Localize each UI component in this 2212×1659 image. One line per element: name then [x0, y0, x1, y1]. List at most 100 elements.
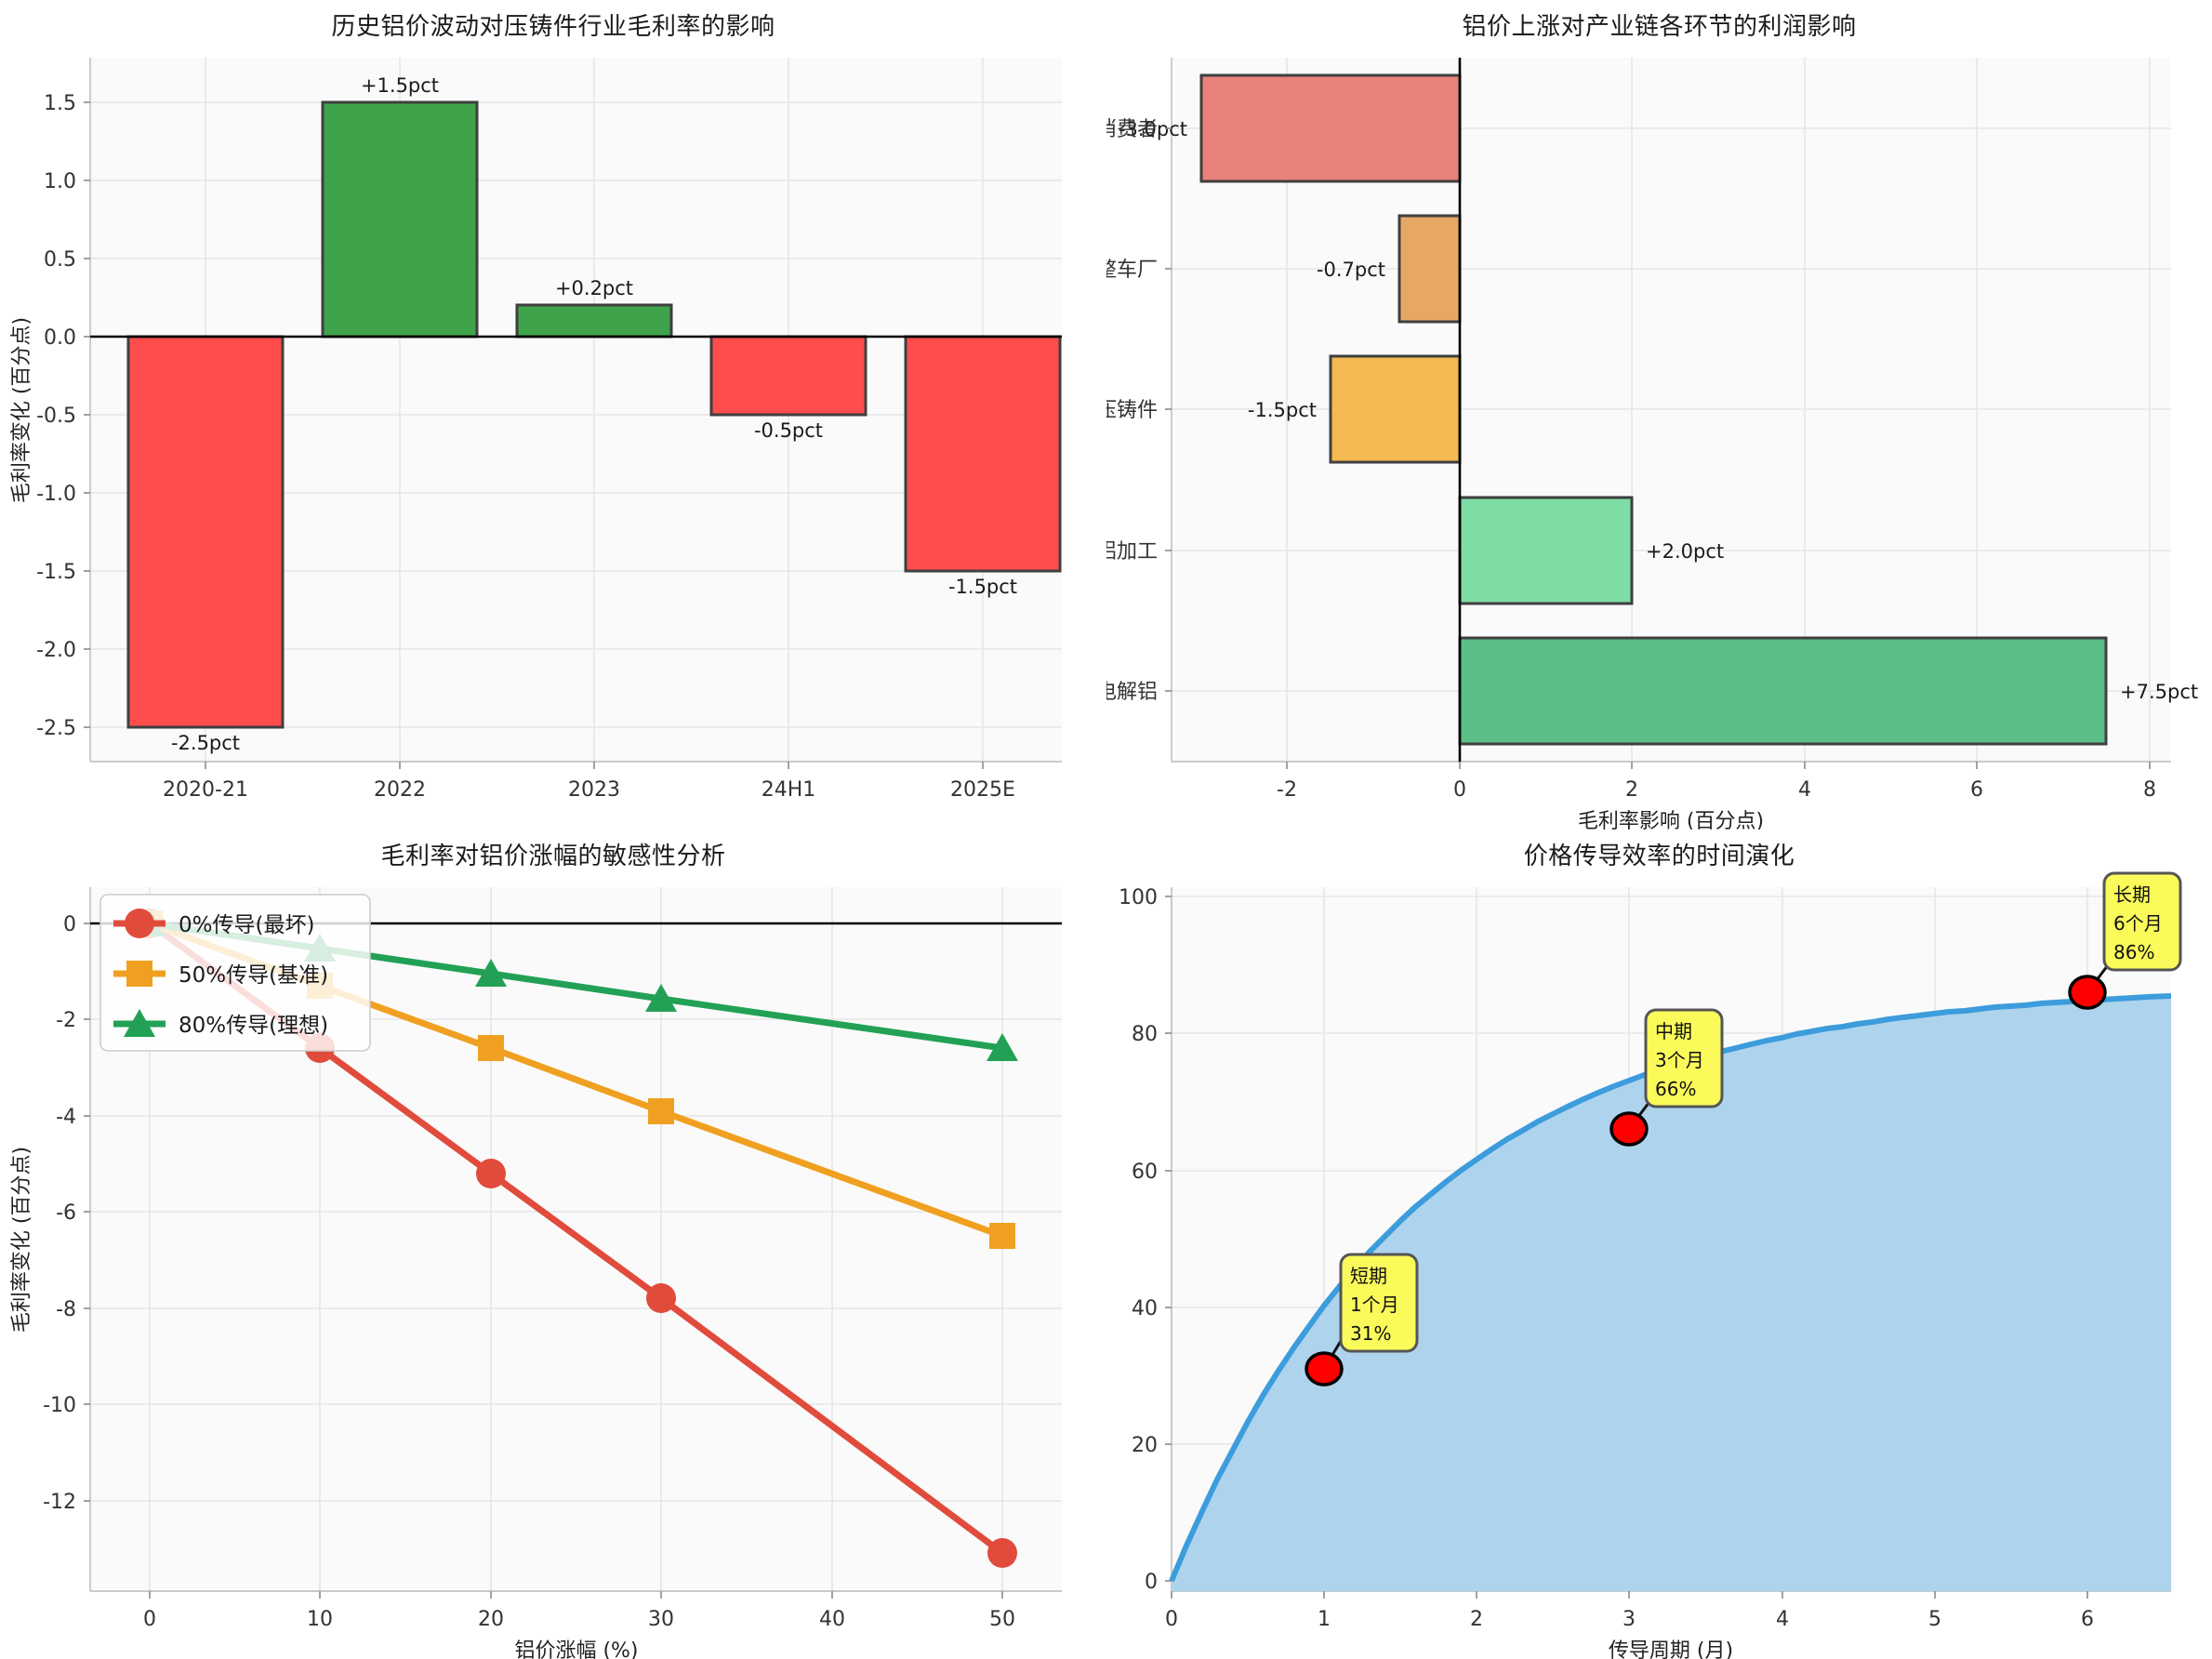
ytick-整车厂: 整车厂: [1106, 259, 1158, 282]
y-axis-ticks-4: 0 20 40 60 80 100: [1119, 886, 1172, 1594]
legend-marker-50pct: [126, 961, 152, 987]
legend-label-80pct: 80%传导(理想): [179, 1014, 328, 1038]
bar-2022: [321, 100, 479, 338]
ytick3-4: -8: [56, 1298, 76, 1321]
ytick-电解铝: 电解铝: [1106, 681, 1158, 704]
ytick4-60: 60: [1132, 1161, 1158, 1184]
ytick4-100: 100: [1119, 886, 1158, 909]
xtick3-0: 0: [143, 1608, 156, 1631]
ytick-8: -2.0: [36, 639, 76, 662]
xtick-n2: -2: [1277, 778, 1297, 802]
bar-24H1: [709, 335, 868, 417]
annotation-long: 长期 6个月 86%: [2102, 871, 2182, 972]
x-axis-title-value-chain: 毛利率影响 (百分点): [1578, 810, 1764, 830]
xtick-8: 8: [2143, 778, 2156, 802]
marker-point-short: [1305, 1351, 1344, 1387]
annotation-short: 短期 1个月 31%: [1339, 1253, 1419, 1353]
bar-2025E: [904, 335, 1062, 573]
hbar-电解铝: [1458, 636, 2108, 746]
xtick4-4: 4: [1776, 1608, 1789, 1631]
bar-label-2025E: -1.5pct: [948, 576, 1017, 598]
ytick3-5: -10: [43, 1394, 76, 1417]
bar-label-2022: +1.5pct: [361, 74, 439, 97]
hbar-label-消费者: -3.0pct: [1119, 118, 1187, 140]
x-axis-ticks: 2020-21 2022 2023 24H1 2025E: [163, 762, 1015, 802]
ytick4-20: 20: [1132, 1434, 1158, 1457]
hbar-消费者: [1199, 73, 1462, 183]
bar-label-2023: +0.2pct: [555, 277, 633, 299]
anno-long-line2: 6个月: [2113, 912, 2163, 935]
x-axis-ticks-2: -2 0 2 4 6 8: [1277, 762, 2156, 802]
ytick-1: 1.5: [44, 92, 76, 115]
chart-svg-sensitivity: 0%传导(最坏) 50%传导(基准) 80%传导(理想) 0: [10, 887, 1062, 1659]
xtick4-5: 5: [1928, 1608, 1941, 1631]
anno-long-line3: 86%: [2113, 941, 2154, 963]
legend-box: [99, 894, 371, 1052]
y-axis-title-sensitivity: 毛利率变化 (百分点): [10, 1147, 33, 1333]
xtick4-2: 2: [1470, 1608, 1483, 1631]
chart-svg-transmission: 短期 1个月 31% 中期 3个月 66% 长期 6个月 86%: [1119, 871, 2182, 1659]
chart-title-transmission: 价格传导效率的时间演化: [1523, 843, 1795, 870]
hbar-压铸件: [1329, 354, 1462, 464]
hbar-整车厂: [1397, 214, 1462, 324]
xtick-2023: 2023: [568, 778, 620, 802]
panel-transmission: 价格传导效率的时间演化: [1106, 830, 2212, 1659]
ytick-9: -2.5: [36, 717, 76, 740]
xtick-2025E: 2025E: [950, 778, 1015, 802]
legend-sensitivity[interactable]: 0%传导(最坏) 50%传导(基准) 80%传导(理想): [99, 894, 371, 1052]
hbar-铝加工: [1458, 496, 1634, 605]
x-axis-ticks-3: 0 10 20 30 40 50: [143, 1591, 1015, 1631]
legend-marker-80pct: [124, 1009, 155, 1037]
ytick4-80: 80: [1132, 1023, 1158, 1046]
ytick-3: 0.5: [44, 248, 76, 272]
xtick3-10: 10: [307, 1608, 333, 1631]
ytick-7: -1.5: [36, 561, 76, 584]
y-axis-ticks-3: 0 -2 -4 -6 -8 -10 -12: [43, 913, 90, 1514]
ytick3-1: -2: [56, 1009, 76, 1032]
anno-short-line2: 1个月: [1350, 1294, 1399, 1316]
ytick3-2: -4: [56, 1106, 76, 1129]
panel-value-chain: 铝价上涨对产业链各环节的利润影响: [1106, 0, 2212, 830]
anno-mid-line2: 3个月: [1655, 1049, 1704, 1071]
ytick-2: 1.0: [44, 170, 76, 193]
ytick-铝加工: 铝加工: [1106, 540, 1158, 564]
ytick3-3: -6: [56, 1201, 76, 1225]
ytick-5: -0.5: [36, 405, 76, 428]
xtick4-1: 1: [1318, 1608, 1331, 1631]
x-axis-ticks-4: 0 1 2 3 4 5 6: [1165, 1591, 2094, 1631]
ytick-6: -1.0: [36, 483, 76, 506]
area-fill: [1172, 996, 2171, 1591]
ytick4-0: 0: [1145, 1571, 1158, 1594]
ytick4-40: 40: [1132, 1297, 1158, 1321]
x-axis-title-sensitivity: 铝价涨幅 (%): [514, 1639, 638, 1659]
hbar-label-铝加工: +2.0pct: [1646, 540, 1724, 563]
marker-point-long: [2068, 975, 2107, 1010]
xtick4-3: 3: [1623, 1608, 1636, 1631]
y-axis-title-historical: 毛利率变化 (百分点): [10, 317, 33, 503]
xtick3-30: 30: [648, 1608, 674, 1631]
ytick3-0: 0: [63, 913, 76, 936]
xtick3-20: 20: [478, 1608, 504, 1631]
legend-label-50pct: 50%传导(基准): [179, 963, 328, 988]
bar-2020-21: [126, 335, 285, 729]
y-axis-ticks: 1.5 1.0 0.5 0.0 -0.5 -1.0 -1.5 -2.0 -2.5: [36, 92, 90, 740]
chart-title-value-chain: 铝价上涨对产业链各环节的利润影响: [1462, 13, 1857, 41]
xtick-2022: 2022: [374, 778, 426, 802]
xtick-6: 6: [1970, 778, 1983, 802]
legend-label-0pct: 0%传导(最坏): [179, 913, 314, 937]
xtick3-40: 40: [819, 1608, 845, 1631]
xtick-2020-21: 2020-21: [163, 778, 248, 802]
y-axis-ticks-2: 电解铝 铝加工 压铸件 整车厂 消费者: [1106, 118, 1172, 704]
bar-label-24H1: -0.5pct: [754, 419, 823, 442]
xtick-4: 4: [1798, 778, 1811, 802]
anno-short-line3: 31%: [1350, 1322, 1391, 1345]
hbar-label-压铸件: -1.5pct: [1248, 399, 1317, 421]
anno-short-line1: 短期: [1350, 1265, 1387, 1287]
ytick3-6: -12: [43, 1491, 76, 1514]
xtick3-50: 50: [989, 1608, 1015, 1631]
ytick-压铸件: 压铸件: [1106, 399, 1158, 422]
anno-mid-line3: 66%: [1655, 1078, 1696, 1100]
xtick-24H1: 24H1: [762, 778, 816, 802]
ytick-消费者: 消费者: [1106, 118, 1158, 141]
